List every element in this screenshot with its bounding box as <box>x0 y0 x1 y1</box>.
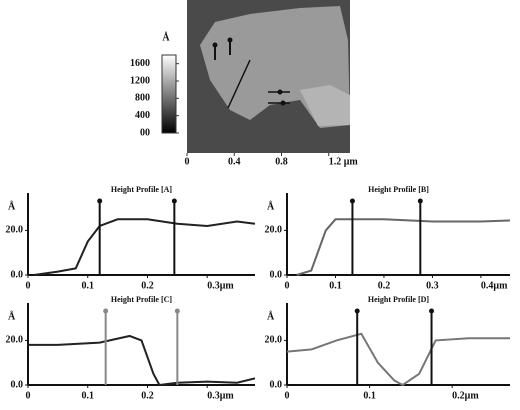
colorbar-tick-label: 1600 <box>130 58 150 69</box>
colorbar-tick-label: 400 <box>135 110 150 121</box>
x-tick-label: 1.2 μm <box>329 156 359 167</box>
profile-line <box>28 334 256 387</box>
chart-title: Height Profile [A] <box>111 185 173 194</box>
cursor-dot <box>429 308 435 314</box>
cursor-dot <box>417 198 423 204</box>
x-tick-label: 0.1 <box>329 280 342 291</box>
x-tick-label: 0.1 <box>363 390 376 401</box>
y-tick-label: 20.0 <box>265 225 283 236</box>
afm-image <box>187 0 350 153</box>
y-axis-label: Å <box>267 200 275 212</box>
y-axis-label: Å <box>8 200 16 212</box>
profile-line <box>296 218 511 276</box>
x-tick-label: 0 <box>26 390 31 401</box>
x-tick-label: 0 <box>185 156 190 167</box>
x-tick-label: 0.1 <box>81 280 94 291</box>
y-axis-label: Å <box>267 310 275 322</box>
x-tick-label: 0.8 <box>275 156 288 167</box>
cursor-dot <box>354 308 360 314</box>
colorbar-tick-label: 00 <box>140 127 150 138</box>
chart-title: Height Profile [B] <box>368 185 429 194</box>
colorbar <box>161 54 177 134</box>
y-tick-label: 0.0 <box>270 269 283 280</box>
colorbar-tick-label: 800 <box>135 93 150 104</box>
x-tick-label: 0.3μm <box>207 280 234 291</box>
chart-title: Height Profile [C] <box>111 295 173 304</box>
cursor-dot <box>349 198 355 204</box>
x-tick-label: 0.2 <box>141 280 154 291</box>
y-tick-label: 0.0 <box>11 379 24 390</box>
cursor-dot <box>174 308 180 314</box>
colorbar-tick-label: 1200 <box>130 75 150 86</box>
y-axis-label: Å <box>8 310 16 322</box>
x-tick-label: 0.4μm <box>481 280 508 291</box>
profile-line <box>286 332 510 387</box>
y-tick-label: 0.0 <box>11 269 24 280</box>
y-tick-label: 0.0 <box>270 379 283 390</box>
x-tick-label: 0.2 <box>141 390 154 401</box>
cursor-dot <box>103 308 109 314</box>
y-tick-label: 20.0 <box>6 335 24 346</box>
x-tick-label: 0.2μm <box>452 390 479 401</box>
x-tick-label: 0.3μm <box>207 390 234 401</box>
y-tick-label: 20.0 <box>6 225 24 236</box>
chart-title: Height Profile [D] <box>368 295 430 304</box>
cursor-dot <box>97 198 103 204</box>
x-tick-label: 0.1 <box>81 390 94 401</box>
x-tick-label: 0.2 <box>378 280 391 291</box>
x-tick-label: 0.3 <box>426 280 439 291</box>
colorbar-label: Å <box>162 31 170 43</box>
profile-line <box>33 218 256 276</box>
x-tick-label: 0 <box>285 390 290 401</box>
x-tick-label: 0.4 <box>228 156 241 167</box>
x-tick-label: 0 <box>26 280 31 291</box>
x-tick-label: 0 <box>285 280 290 291</box>
cursor-dot <box>171 198 177 204</box>
y-tick-label: 20.0 <box>265 335 283 346</box>
